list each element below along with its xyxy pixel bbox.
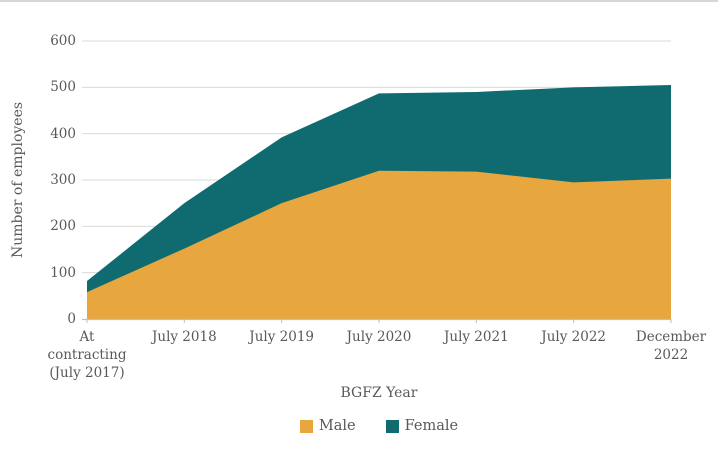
x-tick-label: July 2019 bbox=[249, 329, 314, 345]
y-tick-label: 100 bbox=[50, 264, 76, 281]
x-tick-label: July 2020 bbox=[346, 329, 412, 345]
area-series-male bbox=[87, 170, 671, 319]
y-tick-label: 0 bbox=[67, 311, 76, 327]
legend-item-female: Female bbox=[385, 418, 459, 434]
male-series-swatch bbox=[299, 419, 313, 433]
y-tick-label: 500 bbox=[50, 79, 76, 96]
y-tick-label: 600 bbox=[50, 33, 76, 49]
x-axis-title: BGFZ Year bbox=[340, 385, 418, 401]
x-tick-label: July 2018 bbox=[151, 329, 217, 345]
y-tick-label: 400 bbox=[50, 125, 76, 142]
legend-label-male: Male bbox=[318, 418, 356, 434]
female-series-swatch bbox=[385, 419, 399, 433]
x-tick-label: December 2022 bbox=[635, 329, 707, 363]
x-tick-label: July 2022 bbox=[541, 329, 606, 345]
x-tick-label: July 2021 bbox=[443, 329, 509, 345]
x-tick-label: At contracting (July 2017) bbox=[47, 329, 127, 381]
legend-item-male: Male bbox=[299, 418, 356, 434]
chart-legend: Male Female bbox=[87, 418, 671, 434]
y-tick-label: 300 bbox=[50, 172, 76, 188]
y-tick-label: 200 bbox=[50, 218, 76, 235]
legend-label-female: Female bbox=[404, 418, 459, 434]
window-top-border bbox=[0, 0, 718, 2]
